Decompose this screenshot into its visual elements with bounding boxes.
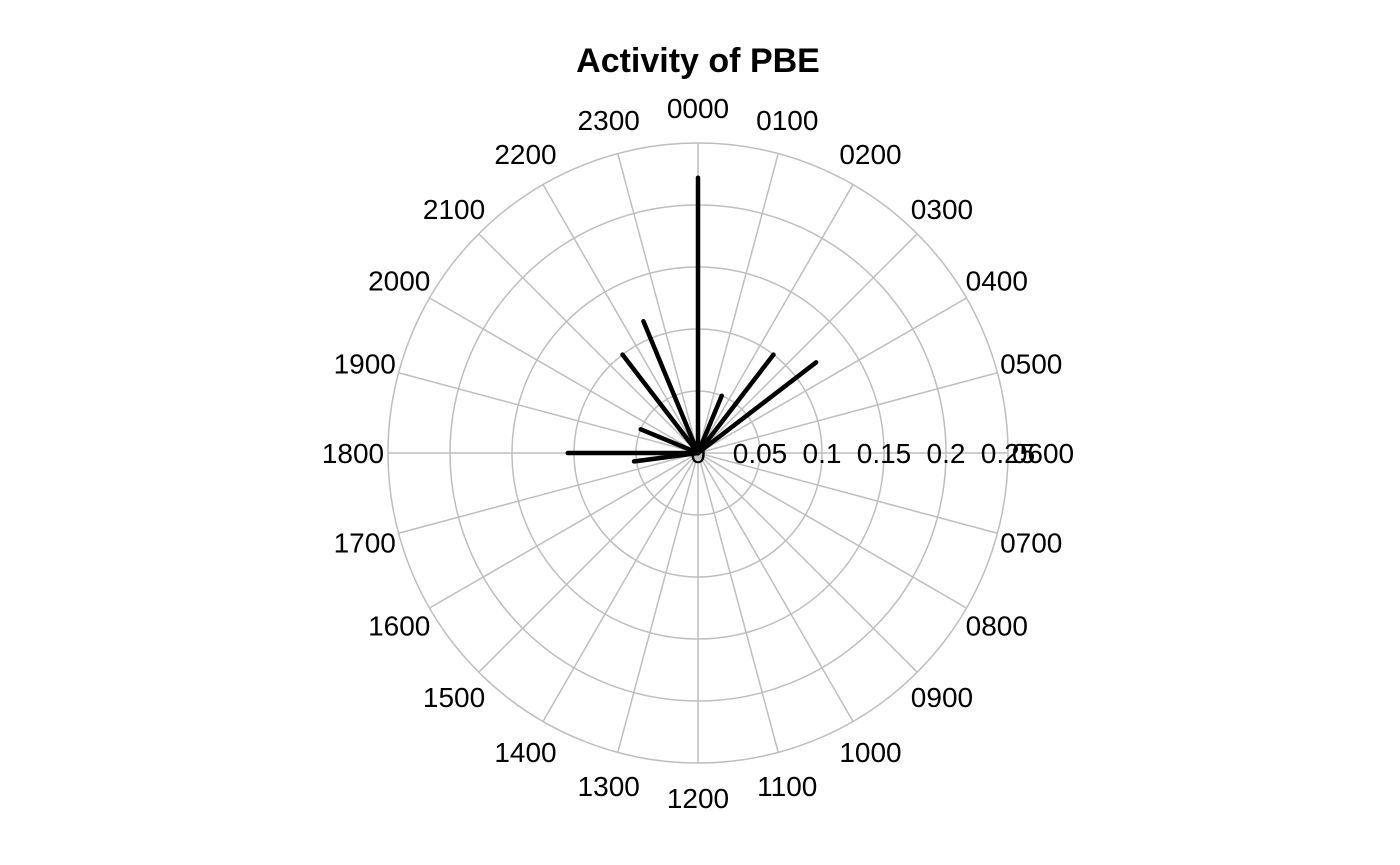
hour-label: 1400 <box>494 737 556 768</box>
hour-label: 2200 <box>494 139 556 170</box>
grid-spoke <box>617 153 699 454</box>
grid-spoke <box>542 184 699 454</box>
radial-tick-labels: 0 0.05 0.1 0.15 0.2 0.25 <box>690 438 1035 469</box>
data-segment <box>695 352 776 456</box>
hour-label: 0600 <box>1012 438 1074 469</box>
hour-label: 0100 <box>756 105 818 136</box>
hour-label: 0700 <box>1000 527 1062 558</box>
hour-label: 0200 <box>839 139 901 170</box>
hour-label: 1900 <box>334 349 396 380</box>
grid-spoke <box>697 452 854 722</box>
hour-label: 0500 <box>1000 349 1062 380</box>
grid-spoke <box>697 452 779 753</box>
hour-label: 0400 <box>966 266 1028 297</box>
grid-spoke <box>398 452 699 534</box>
hour-label: 0800 <box>966 611 1028 642</box>
radial-tick-label: 0.1 <box>803 438 842 469</box>
hour-label: 2100 <box>423 194 485 225</box>
grid-spoke <box>617 452 699 753</box>
grid-spoke <box>697 184 854 454</box>
grid-spoke <box>697 233 918 454</box>
grid-spoke <box>398 372 699 454</box>
data-segments <box>565 175 819 464</box>
hour-label: 1000 <box>839 737 901 768</box>
data-segment <box>695 360 819 456</box>
hour-label: 1600 <box>368 611 430 642</box>
hour-label: 1100 <box>757 771 817 802</box>
hour-label: 0000 <box>667 93 729 124</box>
grid-spoke <box>429 452 699 609</box>
radial-tick-label: 0.05 <box>733 438 788 469</box>
hour-label: 1500 <box>423 682 485 713</box>
hour-label: 2000 <box>368 266 430 297</box>
hour-label: 0900 <box>911 682 973 713</box>
hour-label: 1200 <box>667 783 729 814</box>
grid-spoke <box>542 452 699 722</box>
radial-tick-label: 0.2 <box>927 438 966 469</box>
data-segment <box>695 393 724 456</box>
data-segment <box>620 352 701 456</box>
grid-spoke <box>478 452 699 673</box>
hour-label: 2300 <box>578 105 640 136</box>
radial-tick-label: 0 <box>690 438 706 469</box>
grid-spoke <box>429 297 699 454</box>
data-segment <box>641 319 701 456</box>
grid-spoke <box>697 452 967 609</box>
hour-label: 0300 <box>911 194 973 225</box>
hour-labels: 0000 0100 0200 0300 0400 0500 0600 0700 0800 0900… <box>322 93 1074 814</box>
grid-spoke <box>697 297 967 454</box>
hour-label: 1800 <box>322 438 384 469</box>
hour-label: 1700 <box>334 527 396 558</box>
data-segment <box>638 427 701 456</box>
grid-spoke <box>697 153 779 454</box>
polar-grid <box>387 142 1009 764</box>
radial-tick-label: 0.25 <box>981 438 1036 469</box>
grid-spoke <box>697 452 998 534</box>
grid-spoke <box>697 372 998 454</box>
chart-title: Activity of PBE <box>576 42 820 80</box>
grid-spoke <box>697 452 918 673</box>
grid-spoke <box>478 233 699 454</box>
radial-tick-label: 0.15 <box>857 438 912 469</box>
hour-label: 1300 <box>578 771 640 802</box>
